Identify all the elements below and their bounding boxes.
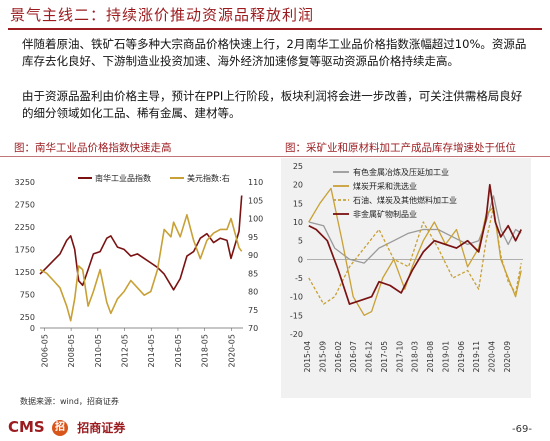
right-chart-title: 图：采矿业和原材料加工产成品库存增速处于低位 — [285, 142, 516, 154]
y-tick-label: 25 — [293, 162, 303, 171]
y-tick-label: 5 — [298, 237, 303, 246]
right-y-tick-label: 95 — [248, 233, 258, 242]
left-chart: 0 250 750 1250 1750 2250 2750 3250 70 75 80 85 90 95 1… — [15, 173, 264, 367]
x-tick-label: 2015-04 — [303, 341, 312, 373]
left-chart-title: 图：南华工业品价格指数快速走高 — [14, 142, 172, 154]
x-tick-label: 2016-12 — [365, 341, 374, 373]
right-chart-panel: -20 -15 -10 -5 0 5 10 15 20 25 2015-04 2015-09 2016-… — [281, 158, 531, 398]
series-line-usd-index — [39, 213, 243, 322]
cms-logo-text: CMS — [8, 418, 45, 436]
x-tick-label: 2018-03 — [411, 341, 420, 373]
legend-label: 煤炭开采和洗选业 — [353, 181, 417, 191]
x-tick-label: 2020-05 — [227, 334, 236, 367]
x-tick-label: 2016-05 — [174, 334, 183, 367]
y-tick-label: -20 — [290, 330, 303, 339]
right-y-tick-label: 105 — [248, 196, 263, 205]
x-tick-label: 2010-05 — [94, 334, 103, 367]
page-number: -69- — [512, 424, 532, 435]
legend-label: 石油、煤炭及其他燃料加工业 — [353, 195, 457, 205]
y-tick-label: 20 — [293, 181, 303, 190]
x-tick-label: 2017-10 — [395, 341, 404, 373]
right-chart: -20 -15 -10 -5 0 5 10 15 20 25 2015-04 2015-09 2016-… — [290, 162, 523, 373]
y-tick-label: -15 — [290, 311, 303, 320]
paragraph-1: 伴随着原油、铁矿石等多种大宗商品价格快速上行，2月南华工业品价格指数涨幅超过10… — [22, 37, 527, 68]
x-tick-label: 2008-05 — [67, 334, 76, 367]
x-tick-label: 2018-08 — [426, 341, 435, 373]
right-y-tick-label: 80 — [248, 288, 258, 297]
x-tick-label: 2016-02 — [334, 341, 343, 373]
left-y-tick-label: 2250 — [15, 223, 35, 232]
y-tick-label: 10 — [293, 218, 303, 227]
left-y-tick-label: 750 — [20, 290, 35, 299]
x-tick-label: 2020-04 — [488, 341, 497, 373]
legend-label: 有色金属冶炼及压延加工业 — [353, 167, 449, 177]
left-y-tick-label: 0 — [30, 324, 35, 333]
title-underline — [8, 28, 542, 30]
right-y-tick-label: 100 — [248, 215, 263, 224]
left-y-tick-label: 1250 — [15, 268, 35, 277]
series-line-nonferrous — [308, 195, 522, 264]
right-y-tick-label: 85 — [248, 269, 258, 278]
series-line-nanhua-index — [39, 195, 243, 291]
left-y-tick-label: 2750 — [15, 200, 35, 209]
footer-logo: CMS 招 招商证券 — [8, 418, 125, 436]
right-y-tick-label: 110 — [248, 178, 263, 187]
y-tick-label: -10 — [290, 293, 303, 302]
right-y-tick-label: 70 — [248, 324, 258, 333]
legend-label: 非金属矿物制品业 — [353, 209, 417, 219]
x-tick-label: 2017-05 — [380, 341, 389, 373]
right-y-tick-label: 75 — [248, 306, 258, 315]
y-tick-label: 0 — [298, 255, 303, 264]
left-chart-panel: 0 250 750 1250 1750 2250 2750 3250 70 75 80 85 90 95 1… — [0, 158, 274, 398]
brand-name: 招商证券 — [77, 421, 126, 435]
y-tick-label: -5 — [295, 274, 303, 283]
left-y-tick-label: 3250 — [15, 178, 35, 187]
series-line-petroleum — [308, 206, 522, 305]
x-tick-label: 2012-05 — [121, 334, 130, 367]
legend-label: 南华工业品指数 — [95, 173, 151, 183]
x-tick-label: 2019-11 — [472, 341, 481, 373]
right-y-tick-label: 90 — [248, 251, 258, 260]
paragraph-2: 由于资源品盈利由价格主导，预计在PPI上行阶段，板块利润将会进一步改善，可关注供… — [22, 89, 523, 120]
company-logo-icon: 招 — [51, 419, 68, 436]
x-tick-label: 2020-09 — [503, 341, 512, 373]
left-y-tick-label: 1750 — [15, 245, 35, 254]
x-tick-label: 2019-01 — [441, 341, 450, 373]
x-tick-label: 2018-05 — [201, 334, 210, 367]
y-tick-label: 15 — [293, 199, 303, 208]
chart-title-separator — [0, 156, 550, 157]
x-tick-label: 2014-05 — [147, 334, 156, 367]
x-tick-label: 2019-06 — [457, 341, 466, 373]
legend-label: 美元指数:右 — [187, 173, 230, 183]
left-y-tick-label: 250 — [20, 313, 35, 322]
x-tick-label: 2006-05 — [40, 334, 49, 367]
data-source: 数据来源：wind，招商证券 — [20, 397, 119, 406]
series-line-nonmetal — [308, 183, 522, 305]
x-tick-label: 2016-07 — [349, 341, 358, 373]
x-tick-label: 2015-09 — [318, 341, 327, 373]
page-title: 景气主线二：持续涨价推动资源品释放利润 — [10, 6, 315, 24]
